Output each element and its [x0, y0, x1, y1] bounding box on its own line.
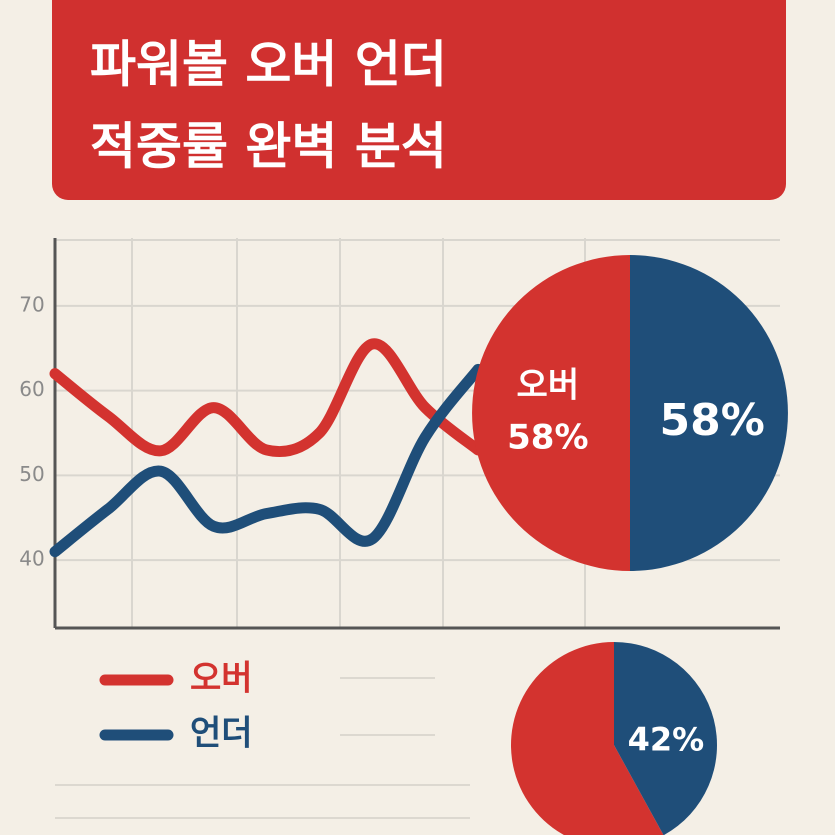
title-line: 적중률 완벽 분석 [90, 118, 447, 176]
pie-slice [630, 255, 788, 571]
pie-slice [472, 255, 630, 571]
legend-label: 오버 [190, 659, 253, 699]
pie-value-label: 58% [507, 418, 588, 458]
y-tick-label: 70 [19, 292, 44, 316]
y-tick-label: 50 [19, 462, 44, 486]
legend-label: 언더 [190, 714, 253, 754]
y-tick-label: 60 [19, 377, 44, 401]
pie-slice [511, 642, 664, 835]
series-line [49, 338, 484, 458]
pie-category: 오버 [517, 366, 580, 406]
title-line: 파워볼 오버 언더 [90, 36, 447, 94]
pie-value-label: 58% [659, 395, 764, 446]
pie-value-label: 42% [628, 721, 705, 759]
series-line [49, 363, 484, 558]
pie-slice [614, 642, 717, 835]
y-tick-label: 40 [19, 547, 44, 571]
decor-lines [55, 677, 470, 819]
title-banner [52, 0, 786, 200]
